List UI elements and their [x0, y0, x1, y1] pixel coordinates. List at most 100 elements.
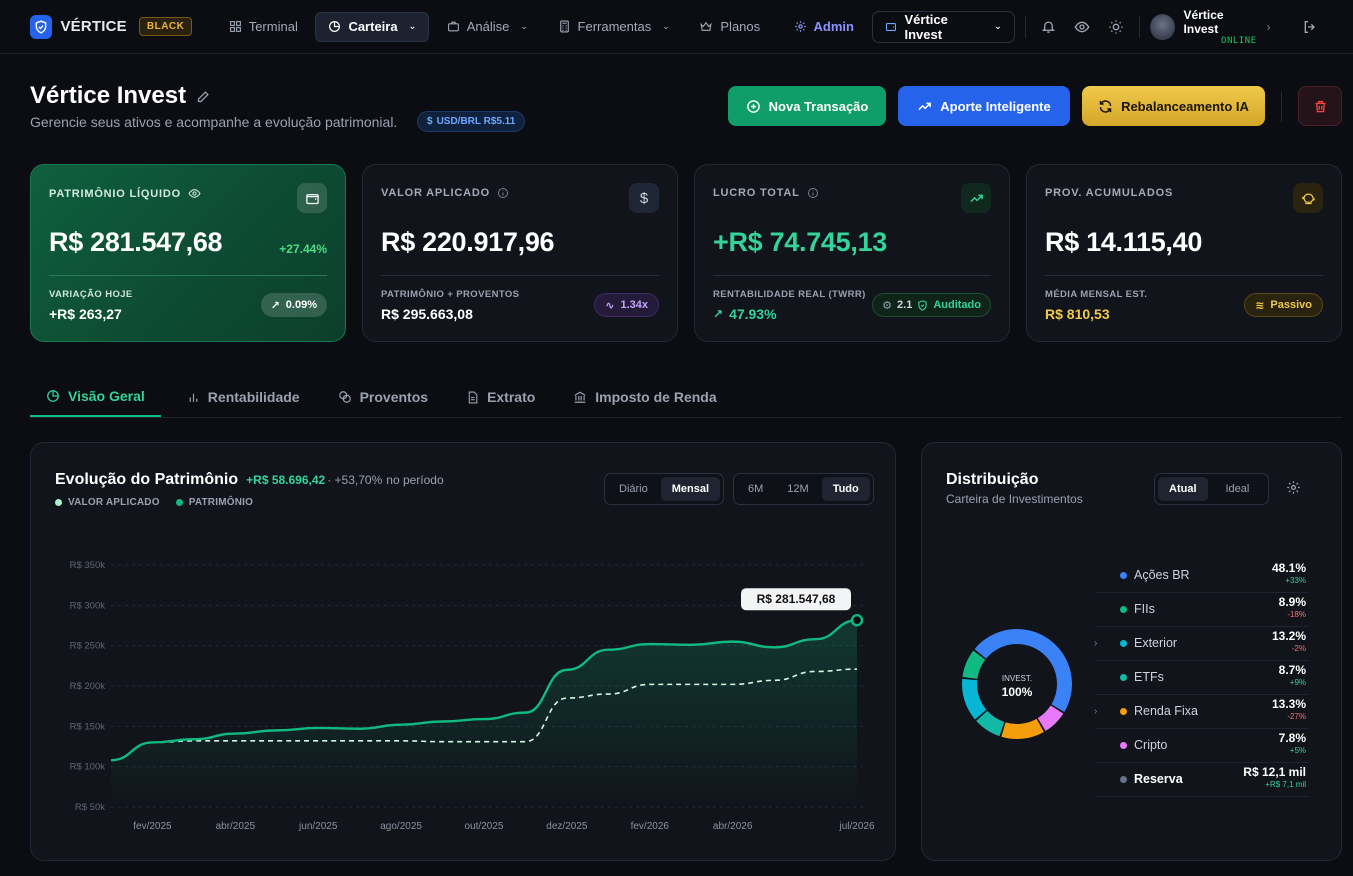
- gear-icon[interactable]: [1286, 480, 1301, 500]
- granularity-monthly[interactable]: Mensal: [660, 477, 721, 501]
- patrimony-endpoint[interactable]: [850, 614, 864, 627]
- user-info[interactable]: Vértice Invest ONLINE: [1184, 8, 1257, 46]
- distribution-donut-chart[interactable]: INVEST. 100%: [952, 619, 1082, 749]
- evolution-title-text: Evolução do Patrimônio: [55, 471, 239, 488]
- distribution-subtitle: Carteira de Investimentos: [946, 492, 1083, 506]
- range-12m[interactable]: 12M: [787, 483, 809, 495]
- distribution-row[interactable]: FIIs 8.9% -18%: [1096, 593, 1308, 627]
- wallet-icon: [885, 22, 896, 32]
- chevron-right-icon[interactable]: ›: [1094, 638, 1098, 649]
- tab-income-tax[interactable]: Imposto de Renda: [557, 377, 732, 417]
- tab-returns[interactable]: Rentabilidade: [171, 377, 316, 417]
- x-tick-label: jul/2026: [838, 821, 874, 832]
- chevron-right-icon[interactable]: ›: [1266, 19, 1271, 34]
- distribution-row[interactable]: Reserva R$ 12,1 mil +R$ 7,1 mil: [1096, 763, 1308, 797]
- nav-carteira[interactable]: Carteira ⌄: [315, 11, 430, 42]
- nav-divider: [1139, 15, 1141, 38]
- distribution-toggle: Atual Ideal: [1154, 473, 1270, 505]
- eye-icon[interactable]: [1069, 13, 1095, 41]
- invested-label: VALOR APLICADO: [381, 187, 490, 199]
- monthly-avg-label: MÉDIA MENSAL EST.: [1045, 289, 1148, 300]
- nav-analise[interactable]: Análise ⌄: [435, 12, 540, 42]
- nav-ferramentas[interactable]: Ferramentas ⌄: [546, 12, 682, 42]
- smart-contribution-button[interactable]: Aporte Inteligente: [898, 86, 1070, 126]
- distribution-title: Distribuição: [946, 471, 1039, 488]
- distribution-row-name: Cripto: [1134, 738, 1168, 752]
- tab-dividends[interactable]: Proventos: [322, 377, 444, 417]
- dollar-icon: $: [629, 183, 659, 213]
- range-toggle: 6M 12M Tudo: [733, 473, 874, 505]
- new-transaction-button[interactable]: Nova Transação: [728, 86, 886, 126]
- trash-icon: [1315, 100, 1325, 112]
- donut-slice[interactable]: [1001, 718, 1044, 739]
- brand-name: VÉRTICE: [60, 18, 127, 35]
- multiplier-pill: ∿ 1.34x: [594, 293, 659, 317]
- layers-icon: ≋: [1255, 299, 1265, 312]
- tab-overview[interactable]: Visão Geral: [30, 377, 161, 417]
- distribution-row[interactable]: Ações BR 48.1% +33%: [1096, 559, 1308, 593]
- distribution-row[interactable]: Cripto 7.8% +5%: [1096, 729, 1308, 763]
- tab-statement[interactable]: Extrato: [450, 377, 551, 417]
- distribution-row[interactable]: › Exterior 13.2% -2%: [1094, 627, 1308, 661]
- document-icon: [468, 391, 478, 403]
- range-6m[interactable]: 6M: [748, 483, 764, 495]
- legend-patrimony-label: PATRIMÔNIO: [188, 497, 254, 508]
- info-icon[interactable]: [497, 187, 509, 199]
- avatar[interactable]: [1150, 13, 1175, 40]
- chevron-right-icon[interactable]: ›: [1094, 706, 1098, 717]
- net-worth-change: +27.44%: [279, 242, 327, 256]
- granularity-daily[interactable]: Diário: [619, 483, 648, 495]
- eye-icon[interactable]: [188, 187, 201, 200]
- toggle-ideal[interactable]: Ideal: [1225, 483, 1250, 495]
- nav-planos[interactable]: Planos: [687, 12, 772, 42]
- coins-icon: [338, 391, 351, 403]
- x-tick-label: abr/2025: [216, 821, 256, 832]
- delete-portfolio-button[interactable]: [1298, 86, 1342, 126]
- tab-dividends-label: Proventos: [359, 389, 429, 405]
- donut-slice[interactable]: [974, 629, 1072, 712]
- audit-label: Auditado: [933, 299, 981, 311]
- distribution-row-pct: R$ 12,1 mil: [1243, 765, 1306, 779]
- profit-label-row: LUCRO TOTAL: [713, 187, 991, 199]
- shield-logo-icon[interactable]: [30, 14, 53, 39]
- legend-dot: [1120, 708, 1127, 715]
- logout-icon[interactable]: [1297, 13, 1323, 41]
- tooltip-value: R$ 281.547,68: [757, 592, 836, 606]
- donut-slice[interactable]: [962, 678, 987, 720]
- nav-ferramentas-label: Ferramentas: [577, 19, 652, 34]
- header-divider: [1281, 92, 1282, 122]
- net-worth-label: PATRIMÔNIO LÍQUIDO: [49, 187, 181, 200]
- grid-icon: [229, 21, 241, 32]
- bell-icon[interactable]: [1036, 13, 1062, 41]
- y-tick-label: R$ 100k: [70, 762, 106, 773]
- range-all[interactable]: Tudo: [821, 477, 870, 501]
- nav-analise-label: Análise: [466, 19, 510, 34]
- donut-slice[interactable]: [1037, 705, 1064, 731]
- page-title-text: Vértice Invest: [30, 82, 187, 109]
- portfolio-select[interactable]: Vértice Invest ⌄: [871, 10, 1015, 43]
- total-with-dividends-label: PATRIMÔNIO + PROVENTOS: [381, 289, 520, 300]
- pencil-icon[interactable]: [196, 89, 211, 104]
- distribution-row[interactable]: › Renda Fixa 13.3% -27%: [1094, 695, 1308, 729]
- invested-label-row: VALOR APLICADO: [381, 187, 659, 199]
- donut-slice[interactable]: [976, 710, 1005, 737]
- nav-admin-label: Admin: [813, 19, 854, 34]
- crown-icon: [700, 21, 713, 31]
- donut-slice[interactable]: [962, 650, 986, 679]
- info-icon[interactable]: [807, 187, 819, 199]
- distribution-row-change: -27%: [1287, 712, 1306, 721]
- nav-admin[interactable]: Admin: [782, 12, 866, 42]
- sun-icon[interactable]: [1103, 13, 1129, 41]
- user-name: Vértice Invest: [1183, 7, 1224, 36]
- distribution-row[interactable]: ETFs 8.7% +9%: [1096, 661, 1308, 695]
- nav-terminal[interactable]: Terminal: [217, 12, 310, 42]
- distribution-row-name: Ações BR: [1134, 568, 1190, 582]
- monthly-avg-value: R$ 810,53: [1045, 306, 1110, 322]
- tab-returns-label: Rentabilidade: [207, 389, 300, 405]
- card-divider: [381, 275, 659, 276]
- evolution-line-chart[interactable]: R$ 350k R$ 300k R$ 250k R$ 200k R$ 150k R$ 10…: [31, 443, 897, 862]
- distribution-row-pct: 7.8%: [1278, 731, 1306, 745]
- ai-rebalance-button[interactable]: Rebalanceamento IA: [1082, 86, 1265, 126]
- toggle-current[interactable]: Atual: [1158, 477, 1208, 501]
- y-tick-label: R$ 350k: [70, 560, 106, 571]
